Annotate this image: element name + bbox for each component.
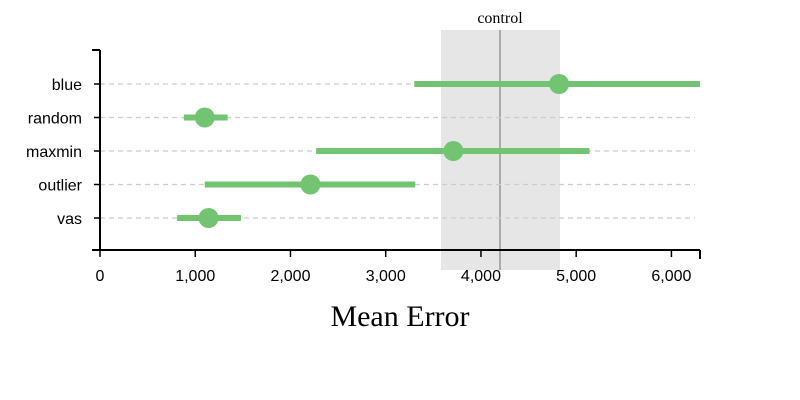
- x-axis-title: Mean Error: [330, 300, 469, 333]
- x-tick-label-0: 0: [96, 268, 105, 285]
- y-tick-label-maxmin: maxmin: [26, 144, 82, 161]
- y-tick-label-vas: vas: [57, 211, 82, 228]
- y-tick-label-blue: blue: [52, 77, 82, 94]
- point-blue: [549, 74, 570, 94]
- x-tick-label-1000: 1,000: [175, 268, 215, 285]
- x-tick-label-6000: 6,000: [651, 268, 691, 285]
- point-outlier: [300, 174, 321, 195]
- data-layer: [177, 74, 700, 228]
- axis-layer: blue random maxmin outlier vas 0 1,000 2,000 3,0…: [26, 49, 701, 285]
- point-vas: [198, 208, 219, 228]
- x-tick-label-4000: 4,000: [461, 268, 501, 285]
- x-tick-label-2000: 2,000: [270, 268, 310, 285]
- point-maxmin: [443, 141, 464, 161]
- point-random: [194, 107, 215, 128]
- y-tick-label-random: random: [28, 111, 82, 128]
- x-tick-label-3000: 3,000: [366, 268, 406, 285]
- x-tick-label-5000: 5,000: [556, 268, 596, 285]
- control-label: control: [477, 10, 523, 27]
- y-tick-label-outlier: outlier: [38, 178, 82, 195]
